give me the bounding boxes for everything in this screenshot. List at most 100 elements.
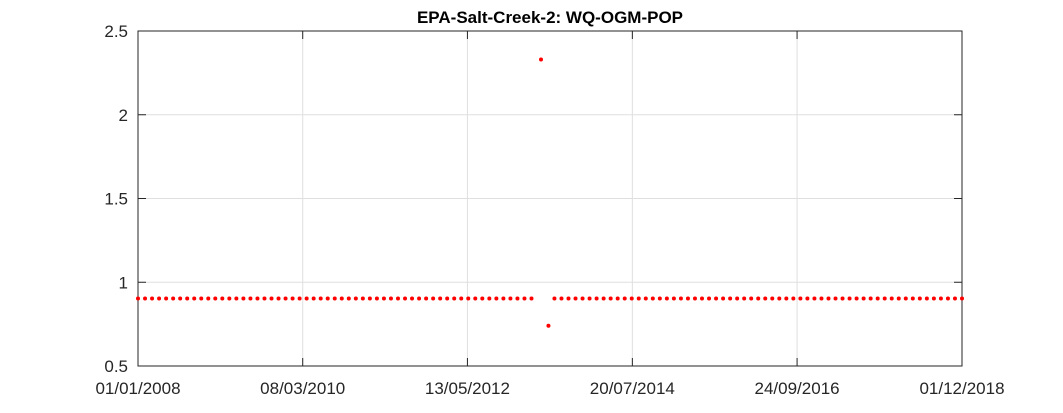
data-point (889, 296, 894, 301)
data-point (671, 296, 676, 301)
data-point (749, 296, 754, 301)
data-point (896, 296, 901, 301)
data-point (487, 296, 492, 301)
data-point (304, 296, 309, 301)
data-point (875, 296, 880, 301)
data-point (508, 296, 513, 301)
data-point (756, 296, 761, 301)
data-point (587, 296, 592, 301)
data-point (952, 296, 957, 301)
data-point (381, 296, 386, 301)
data-point (473, 296, 478, 301)
data-point (580, 296, 585, 301)
data-point (269, 296, 274, 301)
data-point (629, 296, 634, 301)
data-point (143, 296, 148, 301)
x-axis-tick-labels: 01/01/2008 08/03/2010 13/05/2012 20/07/2014… (95, 379, 1004, 398)
data-point (367, 296, 372, 301)
data-point (332, 296, 337, 301)
data-point (318, 296, 323, 301)
data-point (262, 296, 267, 301)
data-point (707, 296, 712, 301)
data-point (164, 296, 169, 301)
data-point (805, 296, 810, 301)
data-point (777, 296, 782, 301)
data-point (636, 296, 641, 301)
data-point (438, 296, 443, 301)
data-point (770, 296, 775, 301)
data-point (501, 296, 506, 301)
data-point (594, 296, 599, 301)
y-tick-label: 2 (119, 106, 128, 125)
data-point (728, 296, 733, 301)
data-point (833, 296, 838, 301)
data-point (657, 296, 662, 301)
data-point (742, 296, 747, 301)
data-point (150, 296, 155, 301)
data-point (213, 296, 218, 301)
data-point (566, 296, 571, 301)
data-point (945, 296, 950, 301)
grid-lines (138, 31, 962, 366)
data-point (388, 296, 393, 301)
data-point (960, 296, 964, 301)
data-point (692, 296, 697, 301)
data-points (136, 57, 964, 328)
data-point (241, 296, 246, 301)
data-point (868, 296, 873, 301)
data-point (459, 296, 464, 301)
data-point (721, 296, 726, 301)
data-point (192, 296, 197, 301)
x-tick-label: 08/03/2010 (260, 379, 345, 398)
data-point (931, 296, 936, 301)
data-point (220, 296, 225, 301)
data-point (417, 296, 422, 301)
data-point (480, 296, 485, 301)
x-tick-label: 24/09/2016 (755, 379, 840, 398)
data-point (431, 296, 436, 301)
data-point (339, 296, 344, 301)
data-point (559, 296, 564, 301)
data-point (882, 296, 887, 301)
y-tick-label: 1.5 (104, 190, 128, 209)
data-point (199, 296, 204, 301)
data-point (819, 296, 824, 301)
data-point (812, 296, 817, 301)
y-tick-label: 0.5 (104, 357, 128, 376)
data-point (791, 296, 796, 301)
data-point (826, 296, 831, 301)
data-point (136, 296, 140, 301)
data-point (924, 296, 929, 301)
data-point (664, 296, 669, 301)
data-point (903, 296, 908, 301)
data-point (601, 296, 606, 301)
data-point (494, 296, 499, 301)
x-tick-label: 20/07/2014 (590, 379, 675, 398)
data-point (840, 296, 845, 301)
x-tick-label: 01/01/2008 (95, 379, 180, 398)
data-point (445, 296, 450, 301)
data-point (573, 296, 578, 301)
data-point (276, 296, 281, 301)
data-point (395, 296, 400, 301)
data-point (643, 296, 648, 301)
data-point (452, 296, 457, 301)
data-point (529, 296, 534, 301)
data-point (171, 296, 176, 301)
data-point (353, 296, 358, 301)
data-point (938, 296, 943, 301)
data-point (466, 296, 471, 301)
data-point (854, 296, 859, 301)
x-tick-label: 01/12/2018 (919, 379, 1004, 398)
data-point (608, 296, 613, 301)
data-point (360, 296, 365, 301)
data-point (234, 296, 239, 301)
data-point (784, 296, 789, 301)
data-point (290, 296, 295, 301)
data-point (283, 296, 288, 301)
data-point (678, 296, 683, 301)
data-point (255, 296, 260, 301)
data-point (522, 296, 527, 301)
data-point (374, 296, 379, 301)
